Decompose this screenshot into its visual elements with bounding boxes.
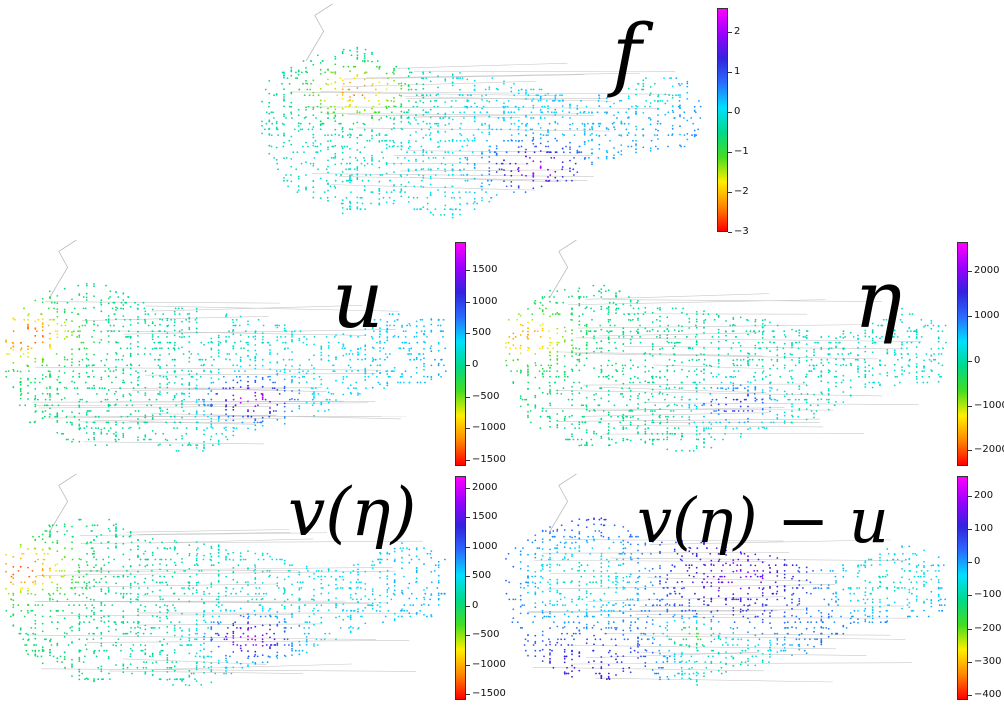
colorbar-tick-label: −1000: [472, 422, 506, 434]
colorbar-tick-mark: [728, 72, 732, 73]
colorbar-tick-mark: [466, 605, 470, 607]
panel-title-eta: η: [854, 253, 902, 346]
colorbar-tick-label: 2000: [472, 481, 498, 493]
panel-f: f 2 1 0 −1 −2 −3: [0, 0, 1004, 237]
panel-v-eta-minus-u: v(η) − u 200 100 0 −100 −200 −300 −400: [502, 470, 1004, 706]
colorbar-tick-mark: [466, 428, 470, 430]
panel-title-v-eta-minus-u: v(η) − u: [637, 484, 889, 557]
colorbar-tick-label: 2: [734, 26, 741, 37]
colorbar-tick-mark: [466, 487, 470, 489]
network-map-u: [5, 239, 447, 452]
colorbar-tick-mark: [466, 301, 470, 303]
panel-v-eta: v(η) 2000 1500 1000 500 0 −500 −1000 −1500: [0, 470, 506, 706]
colorbar-tick-mark: [466, 333, 470, 335]
colorbar-tick-mark: [728, 152, 732, 153]
colorbar-tick-mark: [968, 628, 972, 630]
colorbar-v-eta: [455, 476, 466, 700]
colorbar-tick-mark: [968, 562, 972, 564]
colorbar-tick-label: 1000: [472, 540, 498, 552]
colorbar-tick-label: 1500: [472, 511, 498, 523]
network-map-v-eta: [5, 473, 446, 687]
network-nodes: [261, 3, 702, 219]
colorbar-tick-label: −1000: [472, 658, 506, 670]
panel-title-f: f: [612, 7, 642, 100]
colorbar-tick-label: 1000: [472, 295, 498, 307]
colorbar-tick-mark: [968, 529, 972, 531]
colorbar-tick-label: −1500: [472, 453, 506, 465]
network-nodes: [505, 239, 947, 452]
panel-eta: η 2000 1000 0 −1000 −2000: [502, 236, 1004, 470]
colorbar-tick-mark: [466, 365, 470, 367]
colorbar-tick-label: −100: [974, 589, 1002, 601]
colorbar-tick-mark: [466, 635, 470, 637]
colorbar-tick-label: −200: [974, 622, 1002, 634]
colorbar-v-eta-minus-u: [957, 476, 968, 700]
colorbar-tick-label: −500: [472, 390, 500, 402]
colorbar-tick-mark: [466, 664, 470, 666]
colorbar-tick-label: 1500: [472, 264, 498, 276]
colorbar-eta: [957, 242, 968, 466]
colorbar-tick-label: −3: [734, 226, 749, 237]
network-nodes: [5, 473, 446, 687]
colorbar-tick-mark: [968, 661, 972, 663]
network-map-eta: [505, 239, 947, 452]
colorbar-tick-label: −1: [734, 146, 749, 157]
colorbar-tick-mark: [466, 694, 470, 696]
colorbar-tick-mark: [466, 576, 470, 578]
colorbar-tick-mark: [466, 396, 470, 398]
colorbar-tick-label: −1500: [472, 688, 506, 700]
network-map-v-eta-minus-u: [505, 473, 947, 686]
colorbar-tick-label: −300: [974, 655, 1002, 667]
colorbar-tick-mark: [968, 450, 972, 452]
colorbar-tick-mark: [728, 32, 732, 33]
network-map-f: [261, 3, 702, 219]
colorbar-tick-label: 0: [472, 599, 479, 611]
colorbar-tick-label: −2000: [974, 444, 1004, 456]
colorbar-tick-label: 1: [734, 66, 741, 77]
colorbar-tick-mark: [968, 360, 972, 362]
colorbar-tick-mark: [968, 315, 972, 317]
colorbar-tick-mark: [466, 546, 470, 548]
panel-title-v-eta: v(η): [288, 474, 417, 551]
colorbar-tick-label: 0: [974, 354, 981, 366]
colorbar-tick-label: −2: [734, 186, 749, 197]
colorbar-tick-mark: [466, 270, 470, 272]
colorbar-tick-mark: [466, 517, 470, 519]
colorbar-tick-mark: [728, 232, 732, 233]
network-nodes: [505, 473, 947, 686]
panel-title-u: u: [332, 253, 384, 346]
colorbar-tick-label: −400: [974, 689, 1002, 701]
colorbar-f: [717, 8, 728, 232]
colorbar-tick-mark: [968, 405, 972, 407]
colorbar-tick-label: 500: [472, 570, 492, 582]
colorbar-tick-mark: [728, 112, 732, 113]
colorbar-tick-mark: [968, 595, 972, 597]
colorbar-tick-label: 2000: [974, 265, 1000, 277]
colorbar-tick-label: 1000: [974, 309, 1000, 321]
colorbar-tick-mark: [968, 495, 972, 497]
colorbar-tick-label: 0: [974, 556, 981, 568]
colorbar-tick-mark: [968, 271, 972, 273]
network-nodes: [5, 239, 447, 452]
colorbar-tick-mark: [968, 695, 972, 697]
colorbar-u: [455, 242, 466, 466]
colorbar-tick-mark: [728, 192, 732, 193]
colorbar-tick-label: 0: [472, 359, 479, 371]
colorbar-tick-label: 500: [472, 327, 492, 339]
colorbar-tick-label: 100: [974, 523, 994, 535]
colorbar-tick-mark: [466, 459, 470, 461]
colorbar-tick-label: −1000: [974, 399, 1004, 411]
colorbar-tick-label: −500: [472, 629, 500, 641]
colorbar-tick-label: 0: [734, 106, 741, 117]
colorbar-tick-label: 200: [974, 489, 994, 501]
panel-u: u 1500 1000 500 0 −500 −1000 −1500: [0, 236, 506, 470]
